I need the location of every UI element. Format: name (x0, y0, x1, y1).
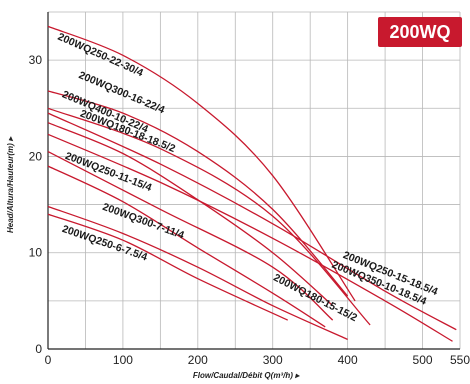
x-tick-label: 300 (263, 353, 283, 367)
model-badge: 200WQ (378, 17, 462, 47)
y-tick-label: 0 (35, 342, 42, 356)
badge-text: 200WQ (389, 22, 450, 42)
x-tick-label: 550 (450, 353, 470, 367)
y-tick-label: 10 (29, 246, 43, 260)
y-tick-label: 20 (29, 149, 43, 163)
x-tick-label: 400 (338, 353, 358, 367)
x-tick-label: 200 (188, 353, 208, 367)
y-tick-label: 30 (29, 53, 43, 67)
x-tick-label: 100 (113, 353, 133, 367)
x-axis-title: Flow/Caudal/Débit Q(m³/h) ▸ (193, 371, 300, 380)
y-axis-title: Head/Altura/Hauteur(m) ▸ (6, 136, 15, 233)
x-tick-label: 0 (45, 353, 52, 367)
x-tick-label: 500 (413, 353, 433, 367)
